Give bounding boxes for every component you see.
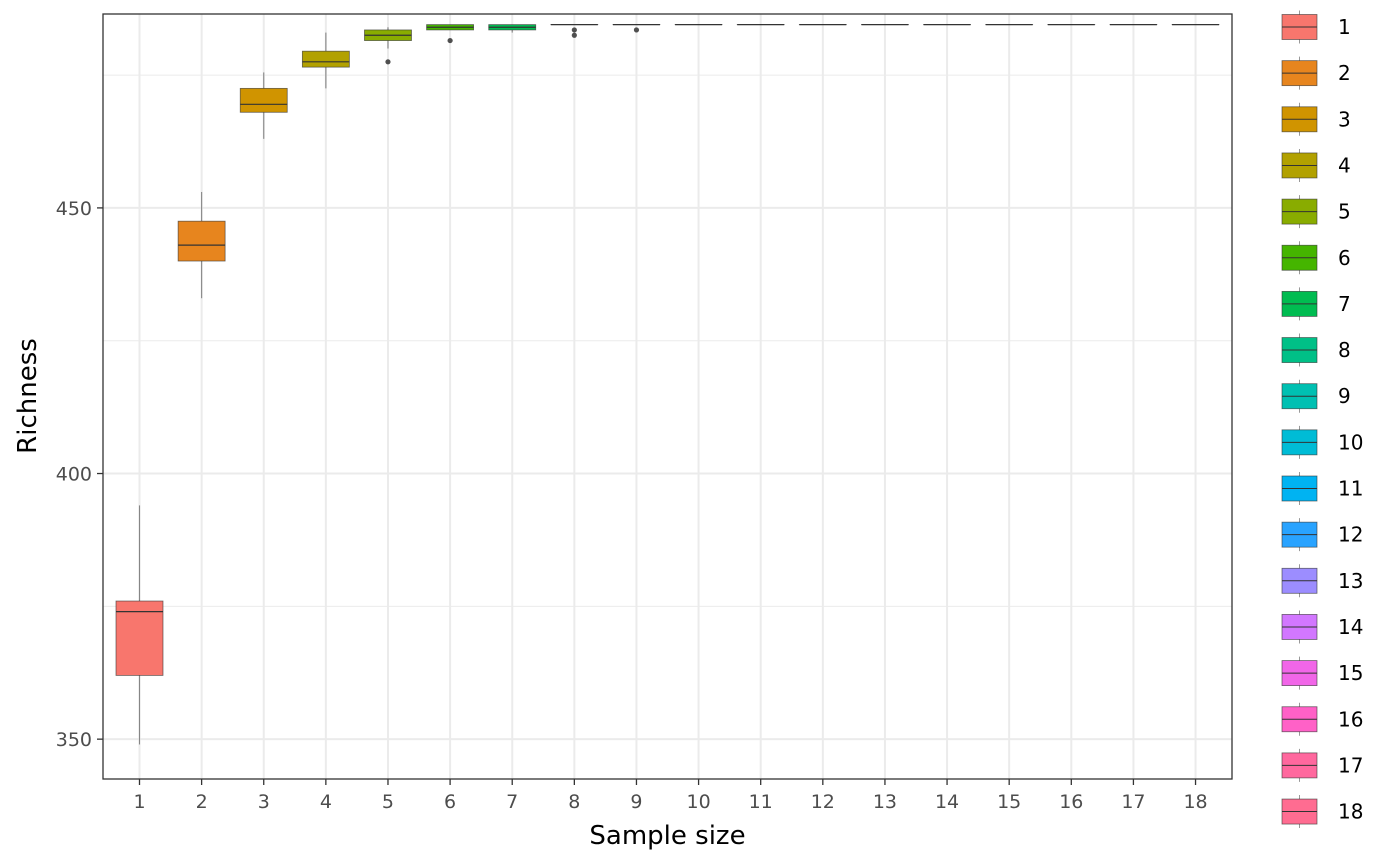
legend-label: 12 — [1338, 523, 1363, 547]
x-tick-label: 4 — [320, 791, 332, 813]
legend-item: 15 — [1281, 656, 1363, 690]
x-tick-label: 10 — [686, 791, 710, 813]
outlier-point — [447, 37, 453, 44]
legend-item: 11 — [1281, 472, 1363, 505]
legend-label: 4 — [1338, 153, 1351, 177]
legend-label: 9 — [1338, 384, 1351, 408]
box-iqr — [301, 50, 350, 68]
x-tick-label: 8 — [568, 791, 580, 813]
outlier-point — [385, 59, 391, 65]
legend-item: 9 — [1281, 379, 1351, 413]
legend-label: 16 — [1338, 707, 1363, 731]
legend-item: 12 — [1281, 518, 1363, 552]
y-tick-label: 400 — [56, 464, 92, 486]
box-group — [612, 24, 661, 33]
legend-item: 6 — [1281, 241, 1351, 275]
box-group — [115, 505, 164, 745]
x-tick-label: 14 — [935, 791, 959, 813]
box-group — [364, 27, 412, 65]
y-axis-title: Richness — [13, 338, 43, 454]
plot-panel-background — [103, 14, 1232, 779]
legend-item: 13 — [1281, 564, 1363, 598]
y-tick-label: 350 — [56, 729, 92, 751]
legend-label: 2 — [1338, 61, 1351, 85]
box-iqr — [177, 220, 226, 262]
legend-label: 14 — [1338, 615, 1363, 639]
x-tick-label: 18 — [1183, 791, 1207, 813]
box-iqr — [239, 87, 288, 113]
x-tick-label: 11 — [749, 791, 773, 813]
x-tick-label: 5 — [382, 791, 394, 813]
legend-label: 5 — [1338, 200, 1351, 224]
legend-item: 3 — [1281, 102, 1351, 136]
x-axis-title: Sample size — [589, 821, 745, 851]
x-tick-label: 9 — [630, 791, 642, 813]
x-tick-label: 17 — [1121, 791, 1145, 813]
x-tick-label: 7 — [506, 791, 518, 813]
legend-label: 7 — [1338, 292, 1351, 316]
x-tick-label: 1 — [133, 791, 145, 813]
legend-item: 16 — [1281, 702, 1363, 736]
outlier-point — [571, 32, 577, 38]
legend-label: 3 — [1338, 107, 1351, 131]
outlier-point — [633, 27, 640, 33]
legend-label: 17 — [1338, 753, 1363, 777]
x-tick-label: 15 — [997, 791, 1021, 813]
y-tick-label: 450 — [56, 198, 92, 220]
box-iqr — [115, 600, 164, 676]
legend-label: 15 — [1338, 661, 1363, 685]
box-layer — [115, 24, 1220, 745]
legend-label: 18 — [1338, 800, 1363, 824]
x-tick-label: 16 — [1059, 791, 1083, 813]
legend-item: 17 — [1281, 748, 1363, 782]
grid-lines — [103, 14, 1232, 779]
legend-item: 14 — [1281, 610, 1363, 644]
legend-label: 8 — [1338, 338, 1351, 362]
x-tick-label: 12 — [811, 791, 835, 813]
box-group — [301, 32, 350, 89]
legend-item: 7 — [1281, 287, 1351, 321]
legend-item: 2 — [1281, 56, 1351, 90]
legend-item: 8 — [1281, 333, 1351, 367]
legend-item: 18 — [1281, 795, 1363, 829]
legend-item: 4 — [1281, 148, 1351, 182]
box-group — [177, 191, 226, 299]
legend-label: 10 — [1338, 430, 1363, 454]
plot-panel-border — [102, 13, 1233, 780]
box-group — [426, 24, 475, 44]
legend-item: 1 — [1281, 10, 1351, 44]
legend-label: 11 — [1338, 477, 1363, 501]
x-tick-label: 13 — [873, 791, 897, 813]
legend-label: 6 — [1338, 246, 1351, 270]
legend-label: 1 — [1338, 15, 1351, 39]
x-tick-label: 2 — [196, 791, 208, 813]
legend-item: 5 — [1281, 195, 1351, 229]
box-group — [488, 24, 537, 33]
x-tick-label: 3 — [258, 791, 270, 813]
outlier-point — [571, 27, 577, 33]
x-tick-label: 6 — [444, 791, 456, 813]
box-group — [239, 72, 288, 139]
legend-label: 13 — [1338, 569, 1363, 593]
box-group — [550, 24, 599, 38]
legend-item: 10 — [1281, 425, 1363, 459]
